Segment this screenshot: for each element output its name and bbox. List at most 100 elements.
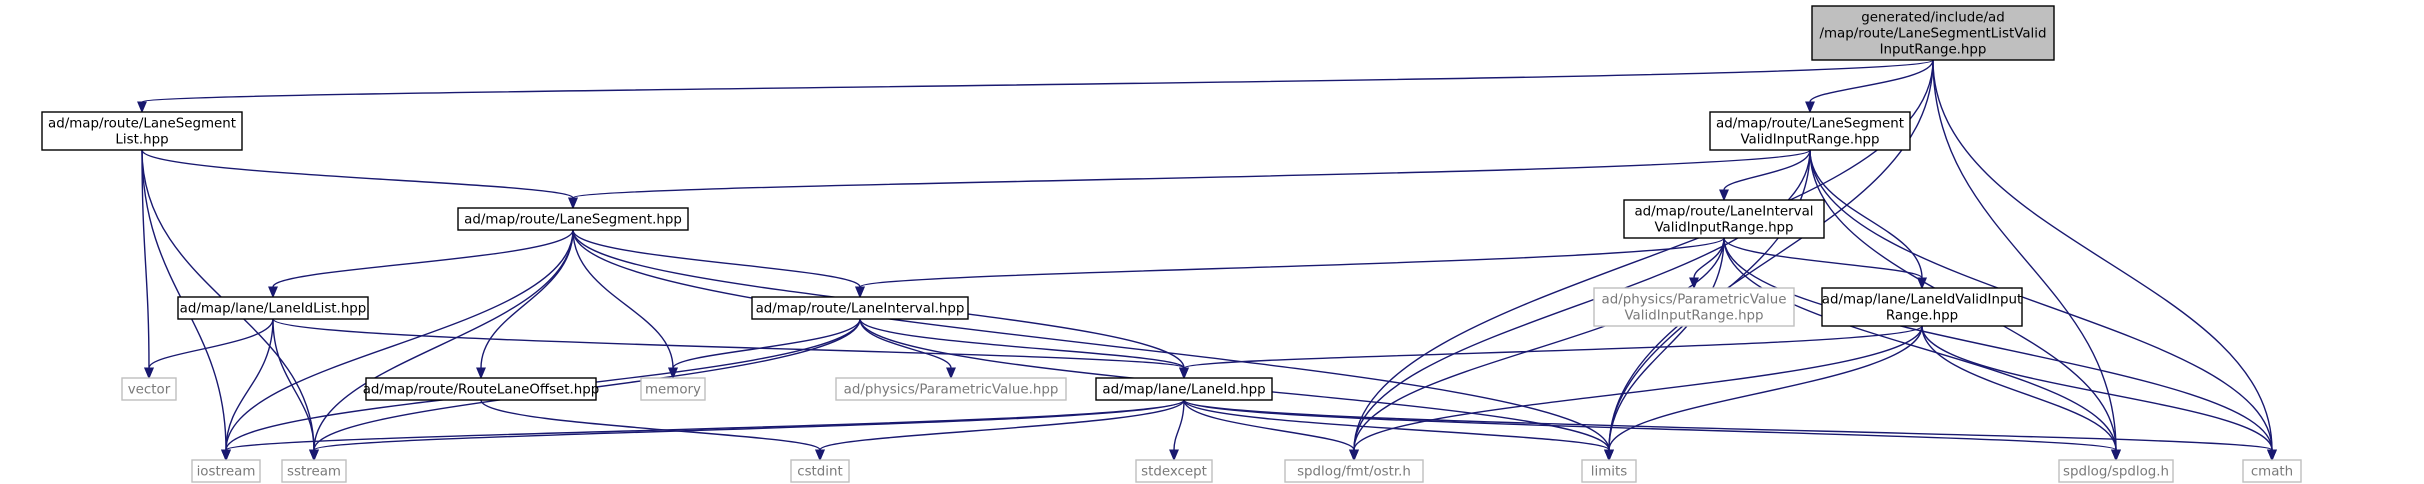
edge-ls-to-rlo [476, 229, 574, 380]
edge-lidvir-to-lid [1179, 325, 1923, 380]
node-label: spdlog/spdlog.h [2063, 465, 2169, 480]
node-cmath[interactable]: cmath [2242, 459, 2302, 483]
node-box [1709, 111, 1911, 151]
edge-lid-to-stdexcept [1169, 399, 1185, 462]
node-memory[interactable]: memory [640, 377, 706, 401]
edge-ls-to-sstream [309, 229, 574, 462]
edge-lidl-to-vector [144, 318, 274, 380]
node-label: ad/map/route/LaneInterval.hpp [756, 302, 965, 317]
edge-lidl-to-sstream [272, 318, 319, 462]
node-label: Range.hpp [1886, 309, 1958, 324]
node-label: limits [1591, 465, 1627, 480]
node-label: ad/map/route/LaneSegment [48, 117, 236, 132]
edge-ls-to-limits [572, 229, 1614, 462]
node-lsvir[interactable]: ad/map/route/LaneSegmentValidInputRange.… [1709, 111, 1911, 151]
node-label: ad/map/lane/LaneId.hpp [1102, 383, 1265, 398]
node-label: ValidInputRange.hpp [1624, 309, 1763, 324]
node-label: vector [128, 383, 171, 398]
edge-lid-to-cstdint [815, 399, 1185, 462]
edge-lid-to-cmath [1183, 399, 2277, 462]
node-box [41, 111, 243, 151]
node-label: memory [645, 383, 701, 398]
edge-livir-to-cmath [1723, 237, 2277, 462]
node-ls[interactable]: ad/map/route/LaneSegment.hpp [457, 207, 689, 231]
node-box [1135, 459, 1213, 483]
node-box [457, 207, 689, 231]
node-label: generated/include/ad [1861, 11, 2004, 26]
node-lidl[interactable]: ad/map/lane/LaneIdList.hpp [177, 296, 369, 320]
edge-lid-to-limits [1183, 399, 1614, 462]
node-pv[interactable]: ad/physics/ParametricValue.hpp [835, 377, 1067, 401]
edge-root-to-lsl [137, 59, 1934, 114]
node-iostream[interactable]: iostream [191, 459, 261, 483]
node-lsl[interactable]: ad/map/route/LaneSegmentList.hpp [41, 111, 243, 151]
node-sstream[interactable]: sstream [281, 459, 347, 483]
edge-lid-to-sstream [309, 399, 1185, 462]
node-vector[interactable]: vector [121, 377, 177, 401]
node-label: iostream [197, 465, 256, 480]
node-livir[interactable]: ad/map/route/LaneIntervalValidInputRange… [1623, 199, 1825, 239]
edge-livir-to-lidvir [1723, 237, 1927, 290]
node-cstdint[interactable]: cstdint [790, 459, 850, 483]
node-label: ad/physics/ParametricValue.hpp [844, 383, 1059, 398]
edge-lsl-to-ls [141, 149, 578, 210]
node-label: ValidInputRange.hpp [1654, 221, 1793, 236]
edge-lidvir-to-limits [1604, 325, 1923, 462]
node-box [1623, 199, 1825, 239]
node-box [1095, 377, 1273, 401]
node-box [751, 296, 969, 320]
edge-lid-to-ostr [1183, 399, 1359, 462]
node-label: ad/map/lane/LaneIdValidInput [1822, 293, 2022, 308]
edge-lidvir-to-ostr [1349, 325, 1923, 462]
node-label: ad/map/route/LaneInterval [1634, 205, 1813, 220]
node-box [177, 296, 369, 320]
node-label: cstdint [797, 465, 843, 480]
node-rlo[interactable]: ad/map/route/RouteLaneOffset.hpp [363, 377, 600, 401]
node-label: sstream [287, 465, 341, 480]
graph-nodes: generated/include/ad/map/route/LaneSegme… [41, 5, 2302, 483]
node-label: List.hpp [115, 133, 168, 148]
node-label: ad/physics/ParametricValue [1602, 293, 1787, 308]
node-li[interactable]: ad/map/route/LaneInterval.hpp [751, 296, 969, 320]
node-label: ad/map/route/RouteLaneOffset.hpp [363, 383, 600, 398]
node-box [640, 377, 706, 401]
edge-lsvir-to-livir [1719, 149, 1811, 202]
edge-livir-to-spdlog [1723, 237, 2121, 462]
node-label: cmath [2251, 465, 2293, 480]
node-box [2058, 459, 2174, 483]
node-label: stdexcept [1141, 465, 1207, 480]
node-spdlog[interactable]: spdlog/spdlog.h [2058, 459, 2174, 483]
node-box [365, 377, 597, 401]
edge-root-to-spdlog [1932, 59, 2121, 462]
node-label: spdlog/fmt/ostr.h [1297, 465, 1411, 480]
edge-ls-to-lidl [268, 229, 574, 299]
node-pvvir[interactable]: ad/physics/ParametricValueValidInputRang… [1593, 287, 1795, 327]
node-box [121, 377, 177, 401]
node-box [1821, 287, 2023, 327]
node-box [790, 459, 850, 483]
edge-lsvir-to-ls [568, 149, 1811, 210]
node-lid[interactable]: ad/map/lane/LaneId.hpp [1095, 377, 1273, 401]
node-label: InputRange.hpp [1880, 43, 1987, 58]
node-box [2242, 459, 2302, 483]
node-label: /map/route/LaneSegmentListValid [1820, 27, 2047, 42]
node-box [281, 459, 347, 483]
node-box [1593, 287, 1795, 327]
edge-lid-to-spdlog [1183, 399, 2121, 462]
node-stdexcept[interactable]: stdexcept [1135, 459, 1213, 483]
edge-ls-to-memory [572, 229, 678, 380]
node-box [1581, 459, 1637, 483]
node-label: ad/map/route/LaneSegment.hpp [464, 213, 682, 228]
node-label: ad/map/route/LaneSegment [1716, 117, 1904, 132]
edge-lidvir-to-spdlog [1921, 325, 2121, 462]
node-box [191, 459, 261, 483]
node-root[interactable]: generated/include/ad/map/route/LaneSegme… [1811, 5, 2055, 61]
node-ostr[interactable]: spdlog/fmt/ostr.h [1284, 459, 1424, 483]
node-box [1284, 459, 1424, 483]
edge-root-to-cmath [1932, 59, 2277, 462]
node-limits[interactable]: limits [1581, 459, 1637, 483]
edge-ls-to-li [572, 229, 865, 299]
node-label: ad/map/lane/LaneIdList.hpp [180, 302, 367, 317]
